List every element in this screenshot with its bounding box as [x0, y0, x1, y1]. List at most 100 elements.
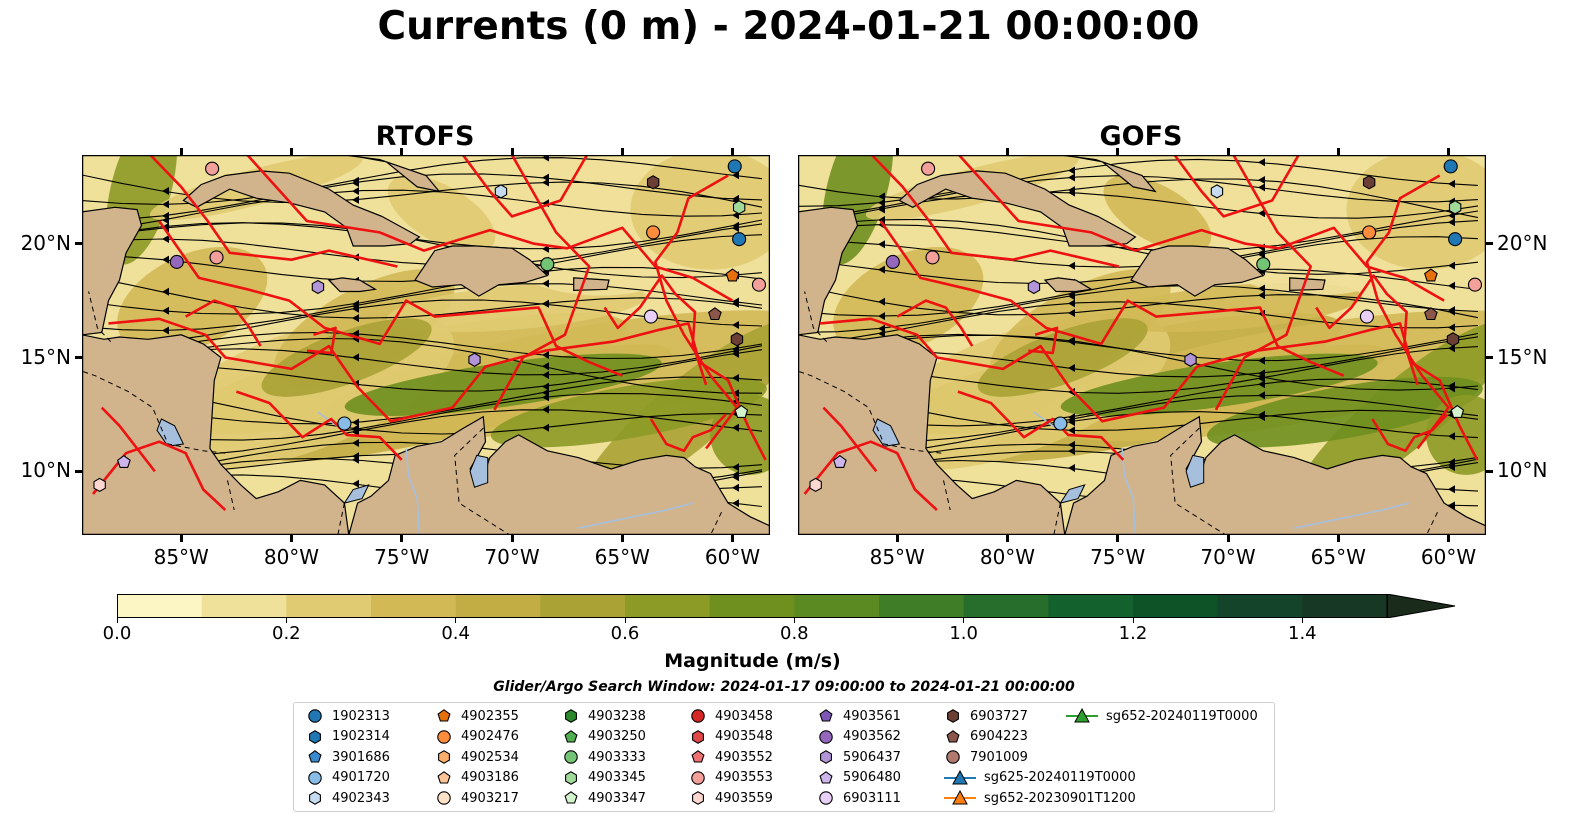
lon-tick-label: 65°W — [594, 545, 650, 569]
float-4903562-marker — [169, 254, 184, 269]
hispaniola-land — [1130, 245, 1265, 297]
legend-label: 1902314 — [332, 729, 390, 745]
legend-label: 4903548 — [715, 729, 773, 745]
lon-tick-mark — [620, 535, 624, 542]
lon-tick-label: 65°W — [1310, 545, 1366, 569]
legend-item: 6903111 — [817, 788, 901, 809]
lon-tick-mark — [731, 535, 734, 542]
legend-marker-icon — [309, 729, 321, 744]
lon-tick-mark-top — [289, 148, 293, 155]
legend-column: 4903458 4903548 4903552 4903553 4903559 — [689, 706, 773, 809]
lat-tick-mark — [1486, 469, 1493, 473]
colorbar-segment — [455, 594, 541, 618]
legend-item: 6904223 — [944, 727, 1136, 748]
legend-item: 4902476 — [435, 727, 519, 748]
colorbar-segment — [1302, 594, 1388, 618]
colorbar — [117, 594, 1456, 618]
legend-marker-shape — [819, 770, 833, 784]
legend-column: 4903238 4903250 4903333 4903345 4903347 — [562, 706, 646, 809]
float-4903559-marker — [809, 477, 822, 493]
lon-tick-mark — [510, 535, 514, 542]
legend-marker-shape — [565, 770, 577, 785]
lon-tick-label: 70°W — [1200, 545, 1256, 569]
legend-label: 4903186 — [461, 770, 519, 786]
legend-marker-icon — [691, 750, 705, 763]
colorbar-tick-mark — [624, 618, 626, 623]
legend-item: 5906437 — [817, 747, 901, 768]
puerto-rico-land — [1289, 277, 1326, 292]
legend-marker-icon — [564, 791, 578, 804]
float-4902355-marker — [725, 268, 740, 282]
legend-label: 4903250 — [588, 729, 646, 745]
legend-label: 4903333 — [588, 749, 646, 765]
legend-marker-icon — [437, 770, 451, 784]
float-4903553-marker — [921, 161, 936, 176]
legend-marker-shape — [564, 791, 578, 804]
legend-label: sg625-20240119T0000 — [984, 770, 1136, 786]
lat-tick-mark — [75, 469, 82, 473]
legend-marker-shape — [564, 750, 578, 764]
legend-column: 1902313 1902314 3901686 4901720 4902343 — [306, 706, 390, 809]
puerto-rico-land — [573, 277, 610, 292]
legend-marker-icon — [819, 709, 833, 722]
lon-tick-mark-top — [1336, 148, 1340, 155]
legend-marker-icon — [565, 709, 577, 724]
float-4903347-marker — [734, 404, 749, 418]
mexico-land — [82, 206, 143, 336]
legend-marker-shape — [820, 750, 832, 765]
legend-item: 4903559 — [689, 788, 773, 809]
search-window-label: Glider/Argo Search Window: 2024-01-17 09… — [493, 679, 1075, 695]
lon-tick-label: 80°W — [979, 545, 1036, 569]
colorbar-tick-mark — [963, 618, 965, 623]
legend-marker-shape — [437, 791, 451, 805]
lon-tick-mark-top — [1226, 148, 1230, 155]
lon-tick-label: 70°W — [484, 545, 540, 569]
legend-label: 4903552 — [715, 749, 773, 765]
colorbar-tick-mark — [285, 618, 287, 623]
gofs-map[interactable] — [798, 155, 1486, 535]
colorbar-segment — [1217, 594, 1303, 618]
central-america-land — [798, 334, 1066, 535]
legend-marker-shape — [947, 709, 959, 724]
colorbar-tick-label: 0.2 — [272, 623, 301, 644]
legend-marker-shape — [438, 750, 450, 765]
colorbar-segment — [371, 594, 457, 618]
lon-tick-mark-top — [1005, 148, 1009, 155]
colorbar-tick-mark — [793, 618, 795, 623]
float-5906480-marker — [833, 455, 847, 468]
legend-label: sg652-20230901T1200 — [984, 790, 1136, 806]
legend-label: 5906437 — [843, 749, 901, 765]
legend-label: 4901720 — [332, 770, 390, 786]
legend-item: 1902314 — [306, 727, 390, 748]
float-1902313-marker — [732, 232, 747, 247]
lon-tick-mark-top — [510, 148, 514, 155]
colorbar-extend-arrow — [1386, 594, 1456, 618]
float-4903345-marker — [1448, 200, 1462, 215]
lon-tick-label: 60°W — [704, 545, 761, 569]
legend-label: 4902355 — [461, 708, 519, 724]
float-4902476-marker — [1362, 225, 1377, 240]
legend-marker-icon — [819, 770, 833, 784]
float-6903727-marker — [646, 175, 660, 190]
legend-item: 4903548 — [689, 727, 773, 748]
float-4903559-marker — [93, 477, 106, 493]
colorbar-tick-label: 1.2 — [1118, 623, 1148, 644]
legend-marker-icon — [437, 730, 451, 744]
legend-marker-shape — [437, 709, 451, 722]
legend-marker-shape — [309, 791, 321, 806]
lon-tick-mark — [895, 535, 899, 542]
legend-item: 4903458 — [689, 706, 773, 727]
float-6903727-marker — [1362, 175, 1376, 190]
lat-tick-label: 20°N — [1497, 230, 1548, 255]
rtofs-map[interactable] — [82, 155, 770, 535]
legend-label: 1902313 — [332, 708, 390, 724]
legend-marker-shape — [691, 771, 705, 785]
legend-label: 4903238 — [588, 708, 646, 724]
lat-tick-mark — [75, 242, 82, 246]
float-1902313-marker — [727, 159, 742, 174]
legend-marker-icon — [944, 790, 976, 805]
legend-marker-shape — [691, 750, 705, 763]
colorbar-tick-label: 0.6 — [610, 623, 640, 644]
legend-marker-shape — [946, 729, 960, 743]
legend-marker-shape — [565, 709, 577, 724]
